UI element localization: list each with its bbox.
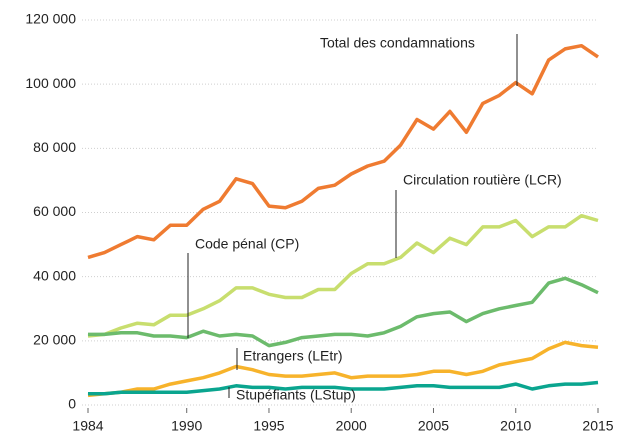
y-tick-label: 0 [68,396,76,412]
x-tick-label: 2010 [500,418,531,434]
y-tick-label: 60 000 [33,203,76,219]
x-tick-label: 1990 [171,418,202,434]
series-label: Etrangers (LEtr) [243,348,343,364]
series-label: Stupéfiants (LStup) [236,387,356,403]
y-tick-label: 20 000 [33,332,76,348]
series-line [88,380,599,396]
series-label: Code pénal (CP) [195,236,299,252]
series-line [87,340,599,398]
series-label: Circulation routière (LCR) [403,172,562,188]
series-line [87,43,599,260]
series-label: Total des condamnations [320,35,475,51]
x-tick-label: 1984 [72,418,103,434]
y-tick-label: 100 000 [25,75,76,91]
x-tick-label: 2000 [336,418,367,434]
y-tick-label: 120 000 [25,11,76,27]
y-tick-label: 40 000 [33,267,76,283]
series-line [87,213,599,338]
x-tick-label: 2015 [582,418,613,434]
y-tick-label: 80 000 [33,139,76,155]
x-tick-label: 1995 [253,418,284,434]
series-line [88,276,599,348]
x-tick-label: 2005 [418,418,449,434]
